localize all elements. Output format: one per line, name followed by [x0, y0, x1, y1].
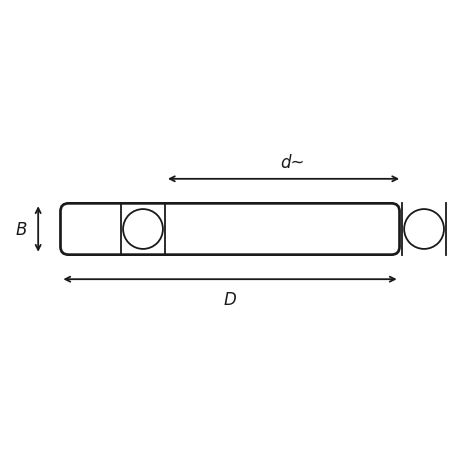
FancyBboxPatch shape [60, 204, 399, 255]
Bar [165, 204, 401, 255]
Text: B: B [16, 220, 27, 239]
Text: d~: d~ [280, 153, 304, 171]
Circle shape [403, 210, 443, 249]
Circle shape [123, 210, 162, 249]
Text: D: D [223, 291, 236, 308]
FancyBboxPatch shape [60, 204, 399, 255]
